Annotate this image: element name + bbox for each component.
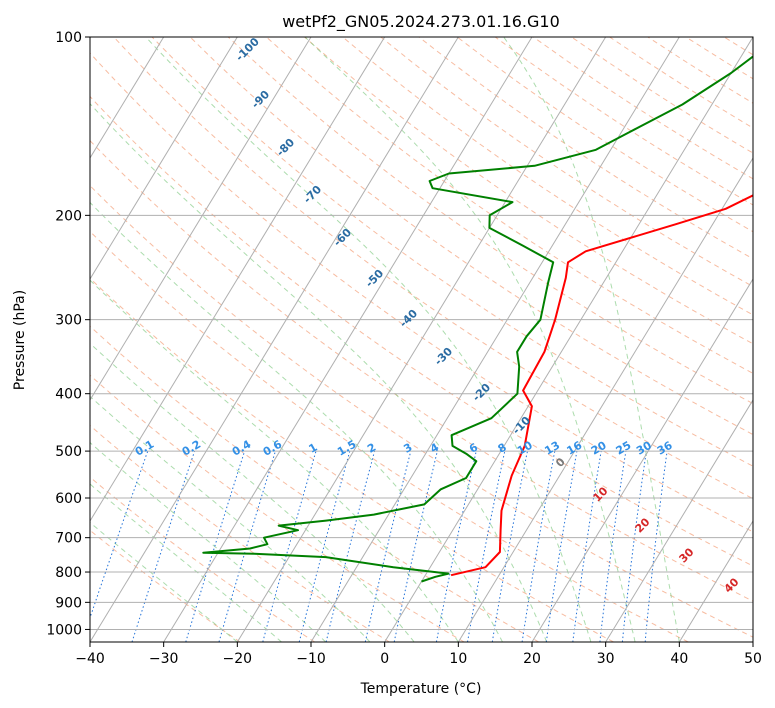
- dry-adiabat-line: [90, 374, 465, 642]
- y-axis-label: Pressure (hPa): [12, 290, 28, 390]
- moist-adiabat-line: [90, 521, 238, 642]
- dry-adiabat-line: [90, 230, 689, 642]
- isotherm-line: [90, 37, 165, 159]
- plot-frame: [89, 36, 754, 643]
- x-axis: −40 −30 −20 −10 0 10 20 30 40 50: [75, 642, 762, 667]
- moist-adiabat-line: [90, 483, 282, 642]
- isotherm-line: [90, 37, 459, 642]
- dry-adiabat-line: [151, 37, 753, 467]
- moist-adiabat-line: [145, 37, 592, 642]
- dry-adiabat-line: [90, 529, 241, 642]
- x-tick-label: 40: [670, 651, 688, 667]
- moist-adiabat-line: [503, 37, 680, 642]
- x-tick-label: −20: [223, 651, 253, 667]
- isotherm-line: [90, 37, 386, 522]
- moist-adiabat-line: [90, 279, 459, 642]
- isotherm-line: [531, 278, 753, 642]
- dry-adiabat-line: [266, 37, 753, 374]
- y-axis: 100 200 300 400 500 600 700 800 900 1000: [46, 30, 90, 638]
- x-tick-label: 50: [744, 651, 762, 667]
- grid: [90, 37, 753, 642]
- y-tick-label: 100: [55, 30, 82, 46]
- isotherm-line: [90, 37, 312, 401]
- series-group: [202, 55, 753, 583]
- mixing-ratio-line: [545, 451, 578, 642]
- x-axis-label: Temperature (°C): [360, 681, 482, 697]
- mixing-ratio-line: [298, 450, 351, 642]
- x-tick-label: 20: [523, 651, 541, 667]
- isotherm-line: [236, 37, 607, 642]
- mixing-ratio-line: [644, 451, 668, 642]
- x-tick-label: −40: [75, 651, 105, 667]
- mixing-ratio-line: [364, 450, 412, 642]
- y-tick-label: 400: [55, 387, 82, 403]
- isotherm-line: [384, 37, 753, 642]
- dewpoint-profile-line: [202, 55, 753, 583]
- moist-adiabat-line: [90, 342, 415, 642]
- x-tick-label: 10: [449, 651, 467, 667]
- isotherm-line: [90, 37, 238, 280]
- mixing-ratio-line: [262, 450, 317, 642]
- isotherm-line: [678, 520, 753, 642]
- dry-adiabat-line: [90, 476, 315, 642]
- background-lines: [90, 37, 753, 642]
- y-tick-label: 1000: [46, 622, 82, 638]
- mixing-ratio-line: [90, 450, 149, 620]
- y-tick-label: 900: [55, 595, 82, 611]
- mixing-ratio-line: [185, 450, 246, 642]
- mixing-ratio-line: [621, 451, 647, 642]
- isotherm-line: [605, 399, 753, 642]
- moist-adiabat-line: [304, 37, 636, 642]
- x-tick-label: −30: [149, 651, 179, 667]
- dry-adiabat-line: [342, 37, 753, 316]
- isotherm-line: [163, 37, 533, 642]
- y-tick-label: 800: [55, 565, 82, 581]
- mixing-ratio-line: [572, 451, 602, 642]
- y-tick-label: 600: [55, 491, 82, 507]
- x-tick-label: 0: [380, 651, 389, 667]
- y-tick-label: 200: [55, 208, 82, 224]
- temperature-profile-line: [450, 194, 753, 577]
- chart-title: wetPf2_GN05.2024.273.01.16.G10: [282, 12, 560, 32]
- mixing-ratio-line: [599, 451, 627, 642]
- dry-adiabat-line: [189, 37, 753, 436]
- x-tick-label: 30: [597, 651, 615, 667]
- dry-adiabat-line: [90, 52, 753, 533]
- dry-adiabat-line: [90, 95, 753, 567]
- dry-adiabat-line: [90, 139, 753, 602]
- dry-adiabat-line: [90, 325, 540, 642]
- moist-adiabat-line: [90, 201, 503, 642]
- mixing-ratio-line: [325, 450, 376, 642]
- dry-adiabat-line: [90, 424, 390, 642]
- y-tick-label: 700: [55, 531, 82, 547]
- mixing-ratio-line: [218, 450, 276, 642]
- moist-adiabat-line: [90, 102, 548, 642]
- y-tick-label: 300: [55, 313, 82, 329]
- x-tick-label: −10: [296, 651, 326, 667]
- y-tick-label: 500: [55, 444, 82, 460]
- mixing-ratio-line: [131, 450, 196, 642]
- isotherm-line: [457, 157, 753, 642]
- dry-adiabat-line: [90, 184, 753, 638]
